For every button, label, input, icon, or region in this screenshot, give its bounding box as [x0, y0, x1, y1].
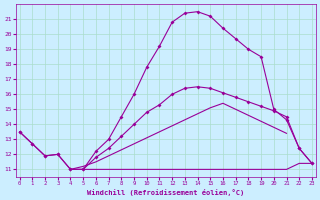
X-axis label: Windchill (Refroidissement éolien,°C): Windchill (Refroidissement éolien,°C): [87, 189, 244, 196]
